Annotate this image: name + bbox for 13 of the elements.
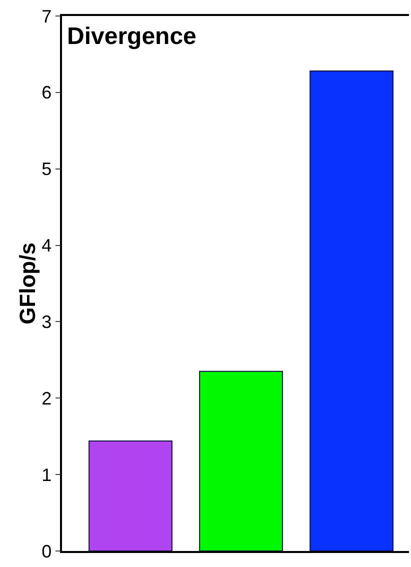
y-tick-label: 5 [42, 159, 52, 180]
y-tick-label: 4 [42, 236, 52, 256]
bar [199, 370, 283, 551]
y-tick-label: 7 [42, 6, 52, 26]
y-tick-label: 6 [42, 82, 52, 103]
y-tick-label: 3 [42, 312, 52, 332]
y-tick-label: 0 [42, 541, 52, 562]
y-tick-label: 2 [42, 388, 52, 408]
chart-title: Divergence [67, 23, 196, 50]
bar [310, 70, 394, 551]
bar [88, 440, 172, 551]
y-tick-label: 1 [42, 464, 52, 485]
y-axis-title: GFlop/s [14, 242, 40, 324]
